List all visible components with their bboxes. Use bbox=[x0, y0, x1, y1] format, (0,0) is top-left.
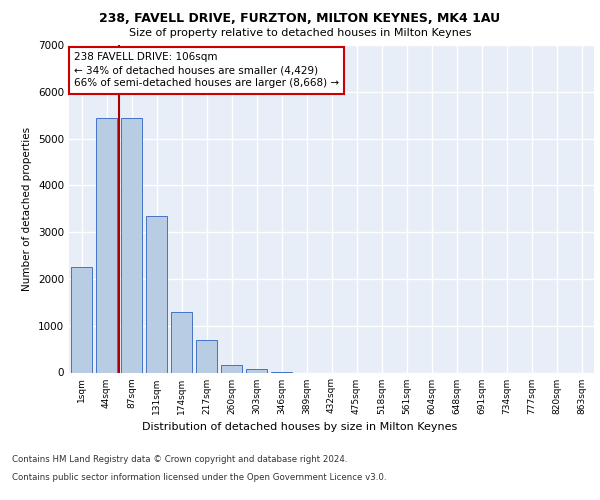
Text: Size of property relative to detached houses in Milton Keynes: Size of property relative to detached ho… bbox=[129, 28, 471, 38]
Bar bbox=[171, 312, 192, 372]
Bar bbox=[71, 267, 92, 372]
Bar bbox=[246, 369, 267, 372]
Text: Distribution of detached houses by size in Milton Keynes: Distribution of detached houses by size … bbox=[142, 422, 458, 432]
Text: Contains public sector information licensed under the Open Government Licence v3: Contains public sector information licen… bbox=[12, 472, 386, 482]
Text: Contains HM Land Registry data © Crown copyright and database right 2024.: Contains HM Land Registry data © Crown c… bbox=[12, 455, 347, 464]
Bar bbox=[121, 118, 142, 372]
Text: 238 FAVELL DRIVE: 106sqm
← 34% of detached houses are smaller (4,429)
66% of sem: 238 FAVELL DRIVE: 106sqm ← 34% of detach… bbox=[74, 52, 339, 88]
Y-axis label: Number of detached properties: Number of detached properties bbox=[22, 126, 32, 291]
Bar bbox=[96, 118, 117, 372]
Bar bbox=[146, 216, 167, 372]
Bar bbox=[196, 340, 217, 372]
Text: 238, FAVELL DRIVE, FURZTON, MILTON KEYNES, MK4 1AU: 238, FAVELL DRIVE, FURZTON, MILTON KEYNE… bbox=[100, 12, 500, 26]
Bar bbox=[221, 366, 242, 372]
